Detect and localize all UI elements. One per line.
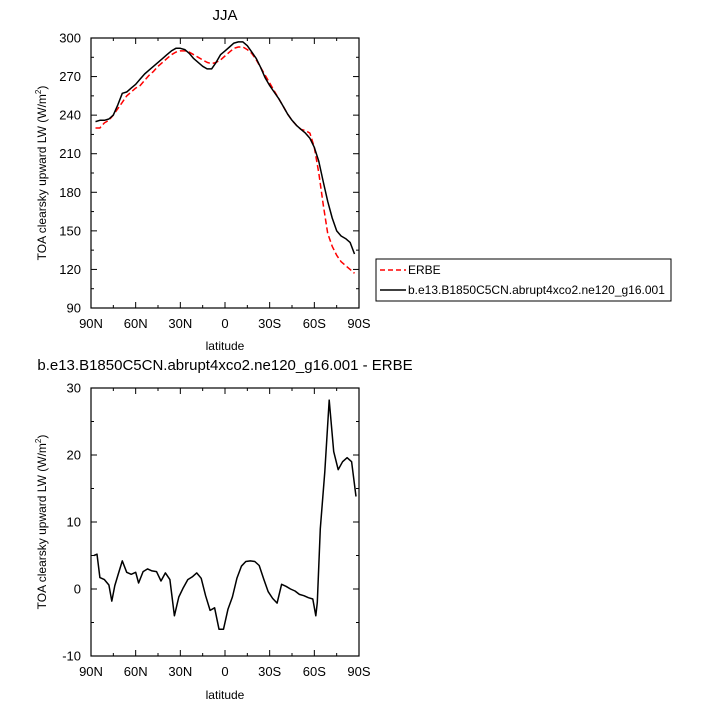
- chart-top-ytick-label-2: 150: [59, 223, 81, 238]
- chart-bottom-plot-frame: [90, 387, 360, 657]
- chart-top-ytick-label-0: 90: [67, 301, 81, 316]
- chart-bottom-ylabel-close: ): [35, 435, 49, 439]
- chart-top-xlabel: latitude: [206, 339, 245, 353]
- chart-bottom-ytick-label-0: -10: [62, 649, 81, 664]
- chart-bottom-xtick-label-6: 90S: [347, 664, 370, 679]
- chart-top-series-group: [95, 41, 356, 274]
- chart-bottom-xtick-label-1: 60N: [124, 664, 148, 679]
- chart-top-plot-frame: [90, 37, 360, 309]
- chart-bottom-ytick-label-3: 20: [67, 448, 81, 463]
- chart-top-axes: 90N 60N 30N 0 30S 60S 90S 90 120 150 180 210 240 270 3…: [59, 31, 371, 332]
- chart-top-ylabel-main: TOA clearsky upward LW (W/m: [35, 94, 49, 260]
- chart-bottom-series-line-0: [93, 399, 357, 630]
- chart-bottom-ytick-label-2: 10: [67, 515, 81, 530]
- chart-top-xtick-label-4: 30S: [258, 316, 281, 331]
- chart-top-xtick-label-2: 30N: [168, 316, 192, 331]
- chart-top-ytick-label-6: 270: [59, 69, 81, 84]
- chart-top-ylabel-sup: 2: [34, 89, 43, 94]
- chart-bottom-series-group: [93, 399, 357, 630]
- chart-top: JJA 90N 60N 30N 0 30S 60S 90S 90 120 150 180 210 240…: [34, 7, 672, 353]
- legend-label-erbe: ERBE: [408, 263, 441, 277]
- chart-top-series-line-0: [95, 46, 355, 274]
- chart-bottom-axes: 90N 60N 30N 0 30S 60S 90S -10 0 10 20 30: [62, 381, 371, 680]
- chart-top-xtick-label-5: 60S: [303, 316, 326, 331]
- chart-bottom-ylabel-sup: 2: [34, 438, 43, 443]
- chart-bottom-xtick-label-4: 30S: [258, 664, 281, 679]
- chart-bottom: b.e13.B1850C5CN.abrupt4xco2.ne120_g16.00…: [34, 357, 413, 702]
- chart-top-xtick-label-6: 90S: [347, 316, 370, 331]
- chart-top-ytick-label-7: 300: [59, 31, 81, 46]
- chart-top-ytick-label-3: 180: [59, 185, 81, 200]
- chart-top-xtick-label-1: 60N: [124, 316, 148, 331]
- chart-bottom-xtick-label-0: 90N: [79, 664, 103, 679]
- chart-top-ytick-label-5: 240: [59, 108, 81, 123]
- chart-top-series-line-1: [95, 41, 356, 255]
- chart-bottom-xtick-label-5: 60S: [303, 664, 326, 679]
- legend-label-model: b.e13.B1850C5CN.abrupt4xco2.ne120_g16.00…: [408, 283, 665, 297]
- chart-top-xtick-label-3: 0: [221, 316, 228, 331]
- legend-box: [375, 258, 672, 302]
- chart-bottom-xtick-label-2: 30N: [168, 664, 192, 679]
- chart-top-ylabel: TOA clearsky upward LW (W/m2): [34, 86, 49, 261]
- chart-bottom-xlabel: latitude: [206, 688, 245, 702]
- chart-top-xtick-label-0: 90N: [79, 316, 103, 331]
- chart-bottom-title: b.e13.B1850C5CN.abrupt4xco2.ne120_g16.00…: [37, 357, 412, 374]
- chart-top-ytick-label-4: 210: [59, 146, 81, 161]
- legend: ERBE b.e13.B1850C5CN.abrupt4xco2.ne120_g…: [375, 258, 672, 302]
- chart-bottom-ytick-label-4: 30: [67, 381, 81, 396]
- chart-top-ylabel-close: ): [35, 86, 49, 90]
- chart-bottom-ylabel-main: TOA clearsky upward LW (W/m: [35, 443, 49, 609]
- chart-top-title: JJA: [212, 7, 237, 24]
- chart-bottom-ytick-label-1: 0: [74, 582, 81, 597]
- chart-bottom-xtick-label-3: 0: [221, 664, 228, 679]
- chart-top-ytick-label-1: 120: [59, 262, 81, 277]
- chart-bottom-ylabel: TOA clearsky upward LW (W/m2): [34, 435, 49, 610]
